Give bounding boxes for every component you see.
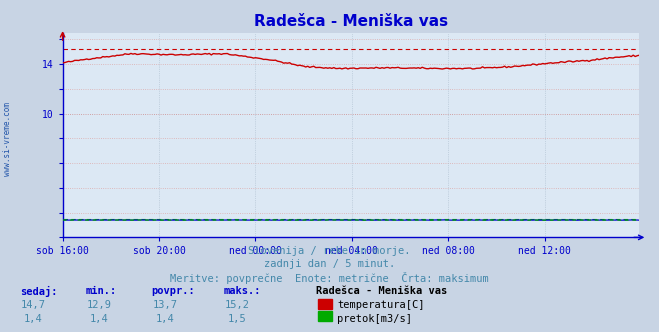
Text: 1,5: 1,5 bbox=[228, 314, 246, 324]
Text: sedaj:: sedaj: bbox=[20, 286, 57, 296]
Text: www.si-vreme.com: www.si-vreme.com bbox=[3, 103, 13, 176]
Text: zadnji dan / 5 minut.: zadnji dan / 5 minut. bbox=[264, 259, 395, 269]
Text: povpr.:: povpr.: bbox=[152, 286, 195, 295]
Text: maks.:: maks.: bbox=[224, 286, 262, 295]
Text: Slovenija / reke in morje.: Slovenija / reke in morje. bbox=[248, 246, 411, 256]
Text: Radešca - Meniška vas: Radešca - Meniška vas bbox=[316, 286, 447, 295]
Text: 1,4: 1,4 bbox=[156, 314, 174, 324]
Text: min.:: min.: bbox=[86, 286, 117, 295]
Text: 1,4: 1,4 bbox=[24, 314, 42, 324]
Text: 15,2: 15,2 bbox=[225, 300, 250, 310]
Text: pretok[m3/s]: pretok[m3/s] bbox=[337, 314, 413, 324]
Text: 1,4: 1,4 bbox=[90, 314, 108, 324]
Text: Meritve: povprečne  Enote: metrične  Črta: maksimum: Meritve: povprečne Enote: metrične Črta:… bbox=[170, 272, 489, 284]
Text: temperatura[C]: temperatura[C] bbox=[337, 300, 425, 310]
Text: 13,7: 13,7 bbox=[152, 300, 177, 310]
Text: 12,9: 12,9 bbox=[86, 300, 111, 310]
Title: Radešca - Meniška vas: Radešca - Meniška vas bbox=[254, 14, 448, 29]
Text: 14,7: 14,7 bbox=[20, 300, 45, 310]
